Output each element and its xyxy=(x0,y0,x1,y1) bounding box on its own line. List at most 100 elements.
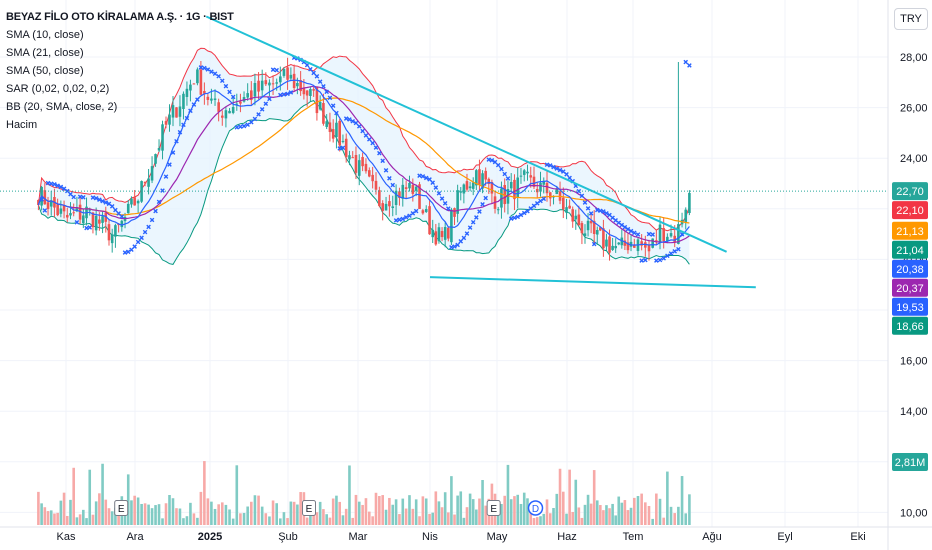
trendline-2 xyxy=(429,276,756,289)
sar-marker xyxy=(230,94,236,100)
x-tick-label: 2025 xyxy=(198,531,222,543)
legend-bb[interactable]: BB (20, SMA, close, 2) xyxy=(6,101,118,113)
sar-marker xyxy=(119,214,125,219)
candle-body xyxy=(555,189,559,195)
volume-bar xyxy=(364,498,368,525)
candle-body xyxy=(182,93,185,109)
volume-bars xyxy=(37,461,691,525)
volume-bar xyxy=(140,503,143,525)
sar-marker xyxy=(492,159,498,165)
candle-body xyxy=(56,204,59,216)
sar-marker xyxy=(219,78,225,84)
volume-bar xyxy=(231,518,235,525)
volume-bar xyxy=(378,496,381,525)
sar-marker xyxy=(458,239,464,244)
volume-bar xyxy=(662,517,665,525)
volume-bar xyxy=(178,508,182,525)
sar-marker xyxy=(564,172,569,177)
candle-body xyxy=(583,233,587,237)
sar-marker xyxy=(52,182,57,187)
sma10-line xyxy=(37,79,690,246)
volume-bar xyxy=(56,512,59,525)
event-marker[interactable]: E xyxy=(114,500,129,516)
sar-marker xyxy=(622,224,628,230)
sar-marker xyxy=(202,65,207,71)
volume-bar xyxy=(136,497,140,525)
sar-marker xyxy=(259,107,265,112)
volume-bar xyxy=(331,498,335,525)
sar-marker xyxy=(209,69,214,74)
volume-bar xyxy=(677,506,680,525)
volume-bar xyxy=(357,501,361,525)
candle-body xyxy=(592,220,596,234)
volume-bar xyxy=(633,497,636,525)
volume-label: 2,81M xyxy=(895,457,926,469)
earnings-marker-icon xyxy=(486,500,501,516)
candle-body xyxy=(548,192,552,199)
candle-body xyxy=(431,229,435,238)
volume-bar xyxy=(322,509,325,525)
candle-body xyxy=(250,90,253,100)
bb-band-fill xyxy=(38,48,690,265)
candle-body xyxy=(69,213,72,216)
sar-marker xyxy=(100,198,105,204)
candle-body xyxy=(220,115,224,118)
volume-bar xyxy=(104,499,108,525)
candle-body xyxy=(157,148,161,151)
price-label: 20,37 xyxy=(896,283,924,295)
volume-bar xyxy=(605,505,608,525)
volume-bar xyxy=(282,512,286,525)
legend-volume[interactable]: Hacim xyxy=(6,119,38,131)
sar-marker xyxy=(129,247,134,253)
sar-marker xyxy=(97,197,102,203)
volume-bar xyxy=(414,499,418,525)
legend-sma21[interactable]: SMA (21, close) xyxy=(6,47,84,59)
currency-button[interactable]: TRY xyxy=(894,8,928,30)
candle-body xyxy=(571,209,575,222)
sar-marker xyxy=(330,103,336,108)
symbol-title[interactable]: BEYAZ FİLO OTO KİRALAMA A.Ş. · 1G · BIST xyxy=(6,11,234,23)
candle-body xyxy=(62,204,66,212)
sar-marker xyxy=(177,129,183,135)
candle-body xyxy=(503,185,506,205)
candle-body xyxy=(75,207,79,212)
sar-marker xyxy=(551,164,556,170)
sar-marker xyxy=(628,228,634,234)
volume-bar xyxy=(299,492,302,525)
volume-bar xyxy=(192,513,196,525)
candle-body xyxy=(302,88,306,95)
sar-marker xyxy=(163,174,169,179)
price-label-box xyxy=(892,201,928,220)
volume-bar xyxy=(171,498,175,525)
sar-marker xyxy=(383,168,389,173)
trendline-1 xyxy=(205,15,728,253)
sar-marker xyxy=(579,193,585,199)
x-tick-label: Şub xyxy=(278,531,298,543)
price-label-box xyxy=(892,240,928,259)
legend-sma10[interactable]: SMA (10, close) xyxy=(6,29,84,41)
volume-bar xyxy=(189,502,192,525)
legend-sma50[interactable]: SMA (50, close) xyxy=(6,65,84,77)
volume-bar xyxy=(82,509,85,525)
volume-bar xyxy=(351,517,355,525)
sar-marker xyxy=(585,206,591,211)
sar-marker xyxy=(470,219,476,225)
candle-body xyxy=(620,237,624,246)
sar-marker xyxy=(181,122,186,128)
volume-bar xyxy=(388,497,391,525)
sar-marker xyxy=(93,195,99,201)
sar-marker xyxy=(343,116,349,121)
volume-bar xyxy=(471,499,475,525)
candle-body xyxy=(465,181,469,190)
legend-sar[interactable]: SAR (0,02, 0,02, 0,2) xyxy=(6,83,110,95)
event-marker[interactable]: E xyxy=(302,500,316,516)
candle-body xyxy=(282,69,286,76)
candle-body xyxy=(114,225,117,237)
volume-bar xyxy=(620,502,624,525)
event-marker[interactable]: E xyxy=(486,500,501,516)
bb-upper-line xyxy=(37,47,690,232)
volume-bar xyxy=(185,516,189,525)
volume-bar xyxy=(126,474,130,525)
event-marker[interactable]: D xyxy=(527,500,544,516)
